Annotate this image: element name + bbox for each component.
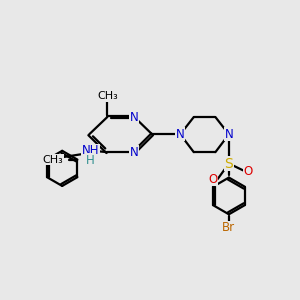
Text: N: N <box>176 128 184 141</box>
Text: H: H <box>86 154 95 167</box>
Text: N: N <box>130 146 139 159</box>
Text: N: N <box>130 110 139 124</box>
Text: CH₃: CH₃ <box>97 91 118 101</box>
Text: CH₃: CH₃ <box>43 154 63 165</box>
Text: Br: Br <box>222 221 236 234</box>
Text: NH: NH <box>82 144 99 157</box>
Text: N: N <box>224 128 233 141</box>
Text: O: O <box>243 165 252 178</box>
Text: O: O <box>208 173 217 186</box>
Text: S: S <box>224 157 233 170</box>
